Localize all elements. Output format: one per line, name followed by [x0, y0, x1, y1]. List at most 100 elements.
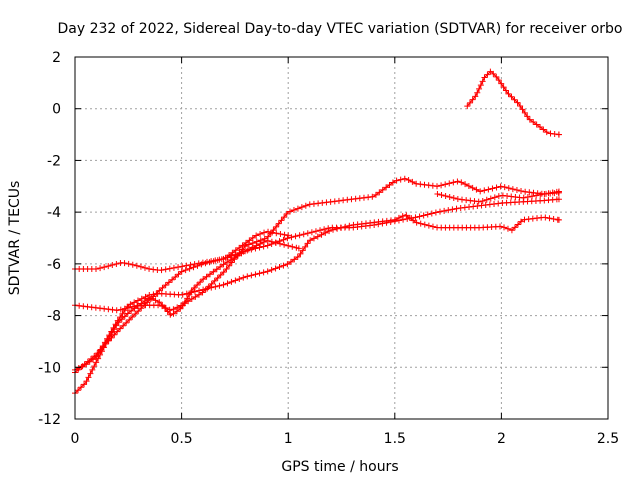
data-point	[89, 366, 96, 373]
data-point	[348, 196, 355, 203]
data-point	[304, 230, 311, 237]
data-point	[425, 182, 432, 189]
data-point	[541, 190, 548, 197]
data-point	[272, 239, 279, 246]
data-point	[354, 221, 361, 228]
data-point	[466, 99, 473, 106]
data-point	[97, 265, 104, 272]
data-point	[200, 286, 207, 293]
data-point	[442, 181, 449, 188]
series-layer	[72, 68, 562, 397]
data-point	[192, 293, 199, 300]
data-point	[166, 265, 173, 272]
data-point	[302, 243, 309, 250]
x-axis-label: GPS time / hours	[281, 459, 398, 475]
data-point	[292, 233, 299, 240]
data-point	[158, 267, 165, 274]
data-point	[454, 195, 461, 202]
data-point	[264, 237, 271, 244]
data-point	[161, 305, 168, 312]
data-point	[283, 210, 290, 217]
data-point	[232, 277, 239, 284]
data-point	[517, 218, 524, 225]
data-point	[281, 241, 288, 248]
data-point	[533, 121, 540, 128]
data-point	[519, 106, 526, 113]
data-point	[383, 217, 390, 224]
data-point	[369, 193, 376, 200]
data-point	[508, 93, 515, 100]
data-point	[490, 70, 497, 77]
data-point	[278, 217, 285, 224]
data-point	[229, 249, 236, 256]
data-point	[513, 187, 520, 194]
plot-frame	[74, 56, 609, 420]
data-point	[128, 307, 135, 314]
data-point	[285, 242, 292, 249]
data-point	[127, 301, 134, 308]
data-point	[294, 205, 301, 212]
data-point	[550, 215, 557, 222]
data-point	[291, 256, 298, 263]
data-point	[437, 208, 444, 215]
data-point	[218, 256, 225, 263]
data-point	[236, 244, 243, 251]
data-point	[236, 276, 243, 283]
data-point	[249, 244, 256, 251]
data-point	[277, 231, 284, 238]
data-point	[474, 203, 481, 210]
data-point	[232, 247, 239, 254]
data-point	[134, 297, 141, 304]
data-point	[121, 307, 128, 314]
data-point	[425, 222, 432, 229]
data-point	[362, 220, 369, 227]
data-point	[524, 193, 531, 200]
data-point	[325, 225, 332, 232]
data-point	[147, 296, 154, 303]
data-point	[306, 201, 313, 208]
data-point	[340, 197, 347, 204]
data-point	[91, 353, 98, 360]
data-point	[486, 201, 493, 208]
data-point	[445, 207, 452, 214]
y-tick-label: -10	[38, 360, 61, 376]
data-point	[450, 195, 457, 202]
data-point	[504, 193, 511, 200]
data-point	[248, 272, 255, 279]
data-point	[493, 184, 500, 191]
data-point	[496, 223, 503, 230]
data-point	[126, 316, 133, 323]
data-point	[92, 304, 99, 311]
data-point	[231, 254, 238, 261]
data-point	[413, 180, 420, 187]
data-point	[216, 282, 223, 289]
data-point	[487, 195, 494, 202]
data-point	[545, 190, 552, 197]
data-point	[272, 265, 279, 272]
data-point	[379, 218, 386, 225]
data-point	[338, 224, 345, 231]
data-point	[256, 270, 263, 277]
data-point	[434, 191, 441, 198]
data-point	[245, 246, 252, 253]
x-tick-label: 0	[71, 431, 80, 447]
data-point	[224, 259, 231, 266]
data-point	[206, 271, 213, 278]
data-point	[187, 261, 194, 268]
data-point	[95, 355, 102, 362]
data-point	[265, 228, 272, 235]
data-point	[108, 334, 115, 341]
data-point	[469, 96, 476, 103]
data-point	[202, 260, 209, 267]
data-point	[162, 282, 169, 289]
data-point	[264, 268, 271, 275]
data-point	[242, 248, 249, 255]
data-point	[268, 238, 275, 245]
data-point	[399, 213, 406, 220]
grid-layer	[75, 57, 608, 419]
data-point	[312, 228, 319, 235]
data-point	[284, 261, 291, 268]
data-point	[449, 206, 456, 213]
data-point	[416, 213, 423, 220]
